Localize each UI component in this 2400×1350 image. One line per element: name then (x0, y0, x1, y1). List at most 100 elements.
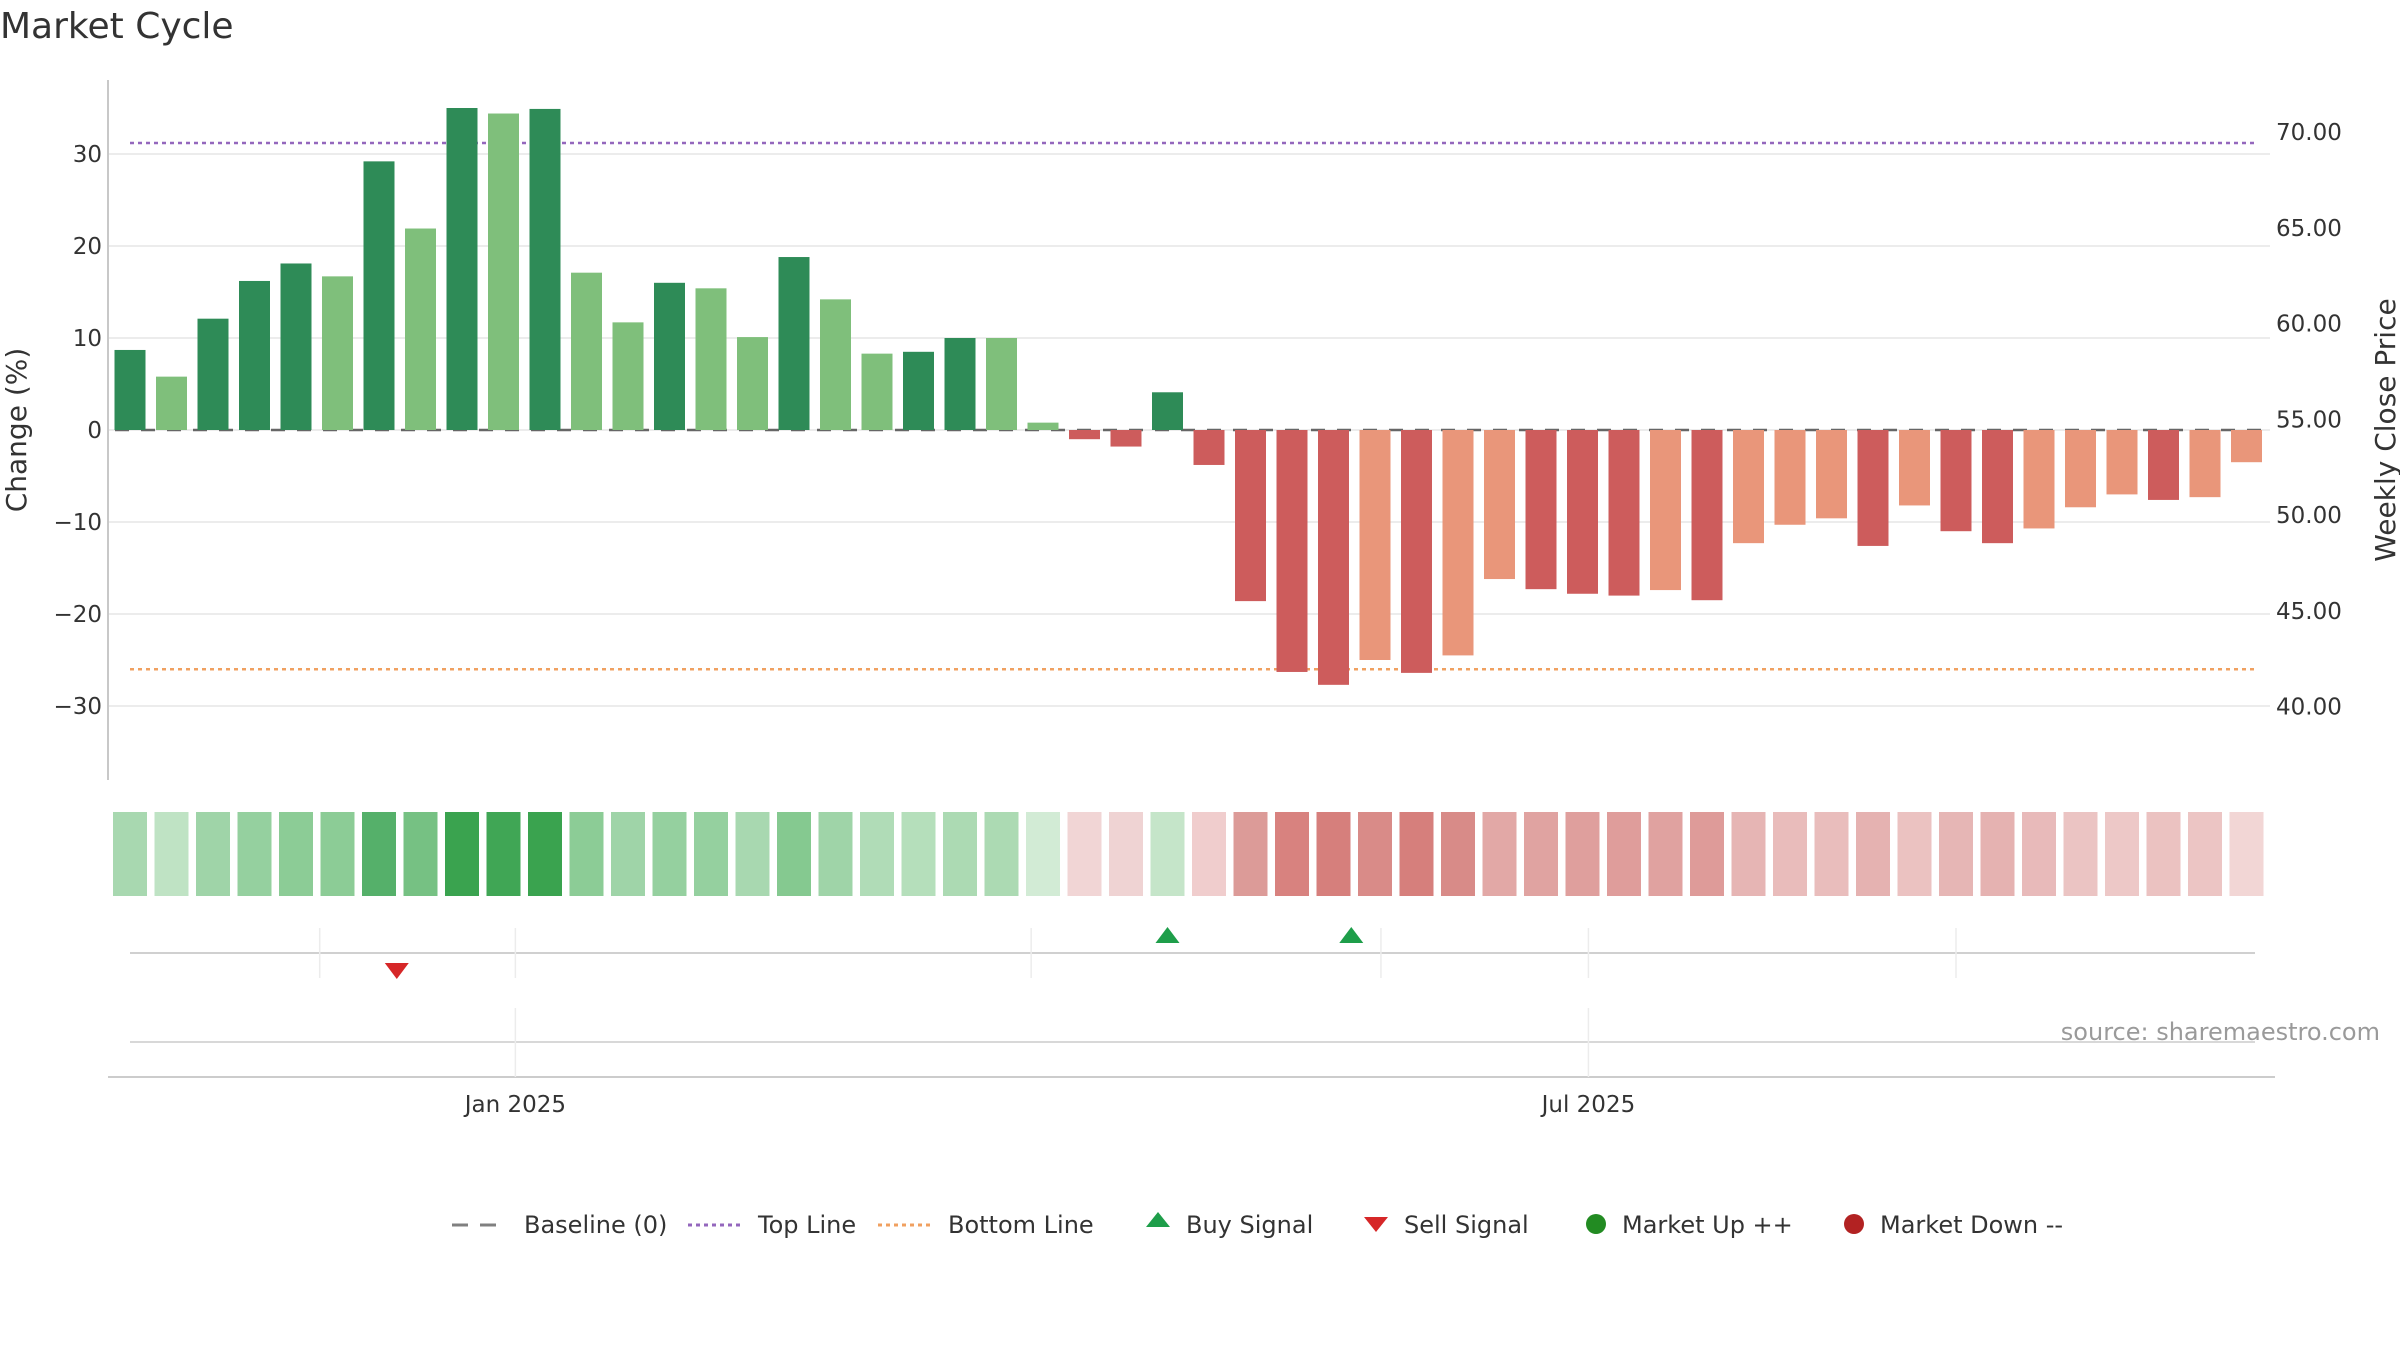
y2-tick-label: 60.00 (2276, 312, 2342, 338)
heat-cell (1565, 812, 1600, 896)
heat-cell (2229, 812, 2264, 896)
heat-strip (113, 812, 2264, 896)
change-bar (2065, 430, 2096, 508)
heat-cell (1316, 812, 1351, 896)
legend-label: Buy Signal (1186, 1211, 1313, 1239)
heat-cell (362, 812, 396, 896)
heat-cell (196, 812, 230, 896)
heat-cell (1441, 812, 1475, 896)
heat-cell (1399, 812, 1434, 896)
heat-cell (528, 812, 562, 896)
heat-cell (1980, 812, 2015, 896)
change-bar (903, 351, 934, 430)
change-bar (1774, 430, 1806, 525)
change-bar (1152, 392, 1183, 430)
y-tick-label: 0 (87, 418, 102, 444)
x-tick-label: Jan 2025 (463, 1092, 566, 1118)
change-bar (197, 318, 229, 430)
legend-label: Market Down -- (1880, 1211, 2063, 1239)
heat-cell (1233, 812, 1268, 896)
change-bar (1484, 430, 1515, 580)
bars (114, 108, 2262, 685)
change-bar (986, 338, 1017, 430)
change-bar (1110, 430, 1142, 447)
change-bar (1567, 430, 1598, 594)
heat-cell (2188, 812, 2222, 896)
change-bar (1982, 430, 2013, 544)
change-bar (944, 338, 976, 430)
legend-label: Baseline (0) (524, 1211, 667, 1239)
change-bar (239, 280, 270, 430)
change-bar (654, 282, 685, 430)
change-bar (820, 299, 851, 430)
change-bar (363, 161, 395, 431)
heat-cell (1897, 812, 1932, 896)
signal-panel (130, 927, 2255, 979)
y2-tick-label: 70.00 (2276, 120, 2342, 146)
heat-cell (320, 812, 355, 896)
heat-cell (2105, 812, 2139, 896)
change-bar (1027, 422, 1059, 430)
heat-cell (569, 812, 604, 896)
change-bar (1401, 430, 1432, 673)
legend-label: Top Line (757, 1211, 856, 1239)
y-tick-label: −10 (53, 510, 102, 536)
sell-signal-marker (384, 963, 409, 979)
legend-swatch (1586, 1214, 1606, 1234)
change-bar (2023, 430, 2055, 529)
heat-cell (1358, 812, 1392, 896)
y2-axis-label: Weekly Close Price (2369, 298, 2400, 561)
y-tick-label: 30 (73, 142, 102, 168)
heat-cell (860, 812, 894, 896)
heat-cell (154, 812, 189, 896)
change-bar (1069, 430, 1100, 440)
y-axis-label: Change (%) (0, 348, 33, 513)
change-bar (2189, 430, 2221, 498)
heat-cell (1939, 812, 1973, 896)
heat-cell (777, 812, 811, 896)
change-bar (405, 228, 436, 430)
change-bar (1235, 430, 1266, 602)
y2-tick-label: 65.00 (2276, 216, 2342, 242)
chart-title: Market Cycle (0, 6, 234, 47)
change-bar (1442, 430, 1474, 656)
heat-cell (403, 812, 438, 896)
change-bar (488, 113, 519, 431)
heat-cell (818, 812, 853, 896)
heat-cell (237, 812, 272, 896)
change-bar (2148, 430, 2179, 500)
change-bar (1318, 430, 1349, 685)
heat-cell (1150, 812, 1185, 896)
y2-tick-label: 40.00 (2276, 695, 2342, 721)
heat-cell (943, 812, 977, 896)
heat-cell (1607, 812, 1641, 896)
heat-cell (1192, 812, 1226, 896)
heat-cell (694, 812, 728, 896)
change-bar (529, 108, 561, 431)
change-bar (1899, 430, 1930, 506)
buy-signal-marker (1155, 927, 1180, 943)
heat-cell (1814, 812, 1849, 896)
y2-tick-label: 55.00 (2276, 407, 2342, 433)
heat-cell (1524, 812, 1558, 896)
change-bar (861, 353, 893, 430)
heat-cell (2022, 812, 2056, 896)
legend-swatch (1146, 1212, 1170, 1227)
change-bar (612, 322, 644, 430)
change-bar (1525, 430, 1557, 590)
change-bar (778, 257, 810, 430)
change-bar (156, 376, 187, 430)
axes: 30 20 10 0 −10 −20 −30 70.00 65.00 60.00 55.00 50.0… (0, 80, 2400, 780)
change-bar (2106, 430, 2138, 495)
heat-cell (1067, 812, 1102, 896)
change-bar (280, 263, 312, 430)
change-bar (1359, 430, 1391, 660)
heat-cell (113, 812, 147, 896)
legend: Baseline (0) Top Line Bottom Line Buy Signa… (452, 1211, 2063, 1239)
y-tick-label: 20 (73, 234, 102, 260)
x-tick-label: Jul 2025 (1540, 1092, 1636, 1118)
heat-cell (984, 812, 1019, 896)
change-bar (1608, 430, 1640, 596)
reference-lines (115, 141, 2262, 671)
